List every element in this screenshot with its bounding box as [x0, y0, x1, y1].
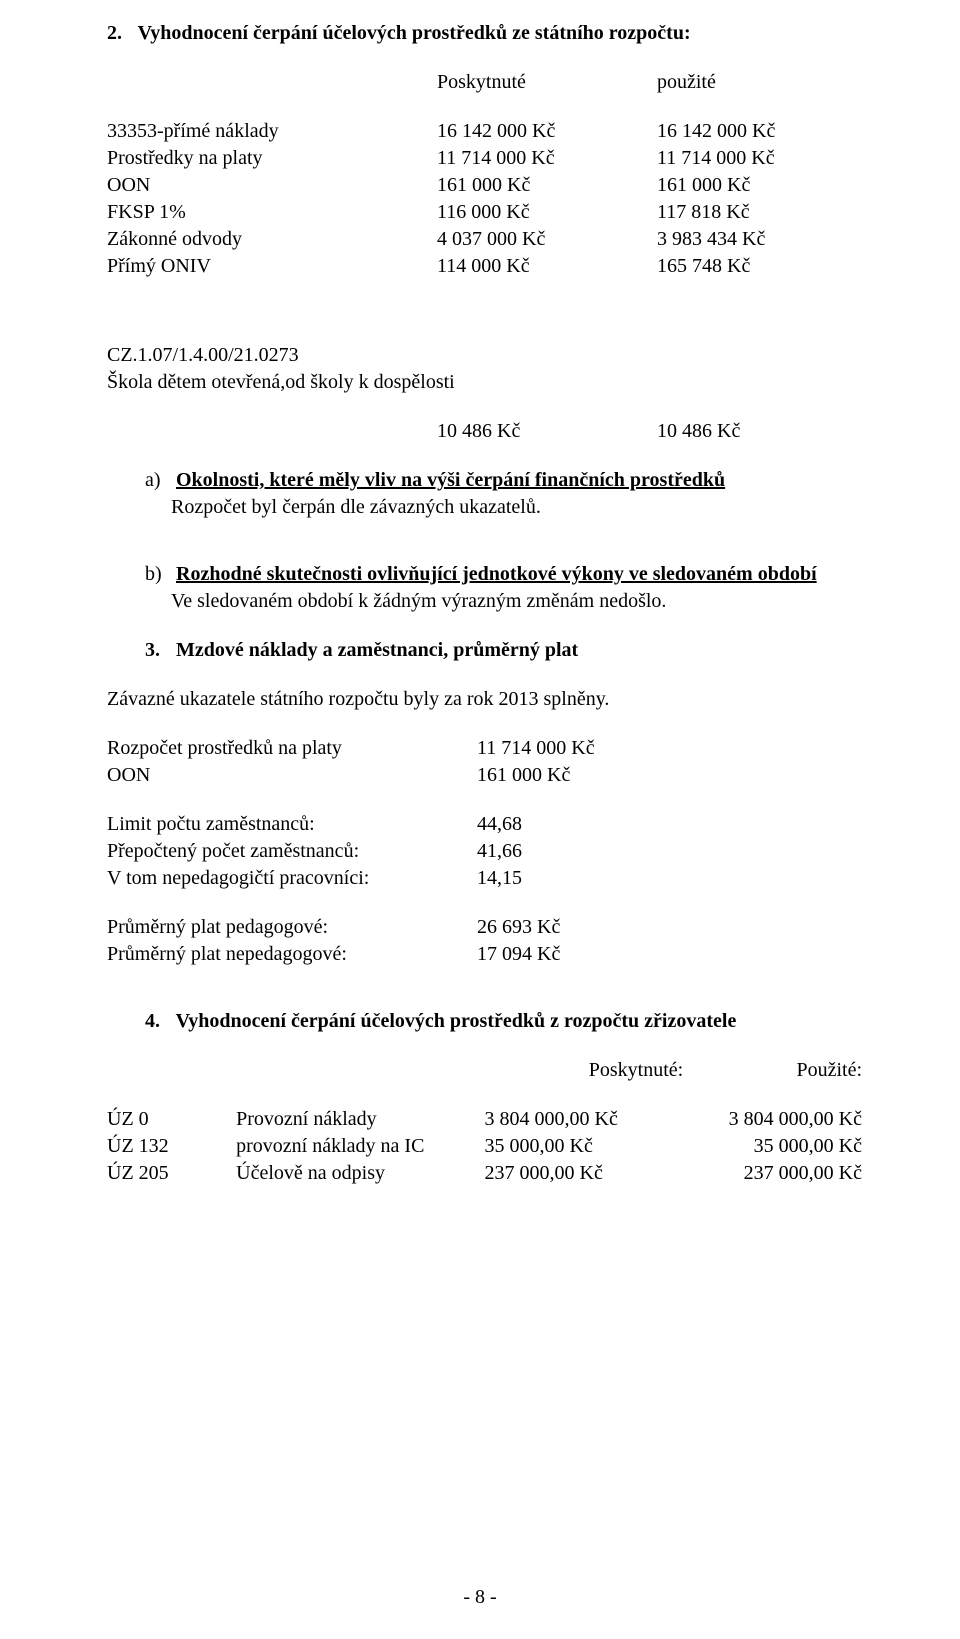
uz-provided: 237 000,00 Kč [485, 1160, 684, 1187]
row-value-a: 114 000 Kč [437, 253, 657, 280]
sub-a-text: Rozpočet byl čerpán dle závazných ukazat… [171, 494, 862, 521]
row-label: V tom nepedagogičtí pracovníci: [107, 865, 477, 892]
subsection-b: b) Rozhodné skutečnosti ovlivňující jedn… [145, 561, 862, 615]
row-label: Průměrný plat nepedagogové: [107, 941, 477, 968]
row-value-b: 117 818 Kč [657, 199, 847, 226]
row-value: 17 094 Kč [477, 941, 677, 968]
uz-provided: 35 000,00 Kč [485, 1133, 684, 1160]
table-row: ÚZ 205 Účelově na odpisy 237 000,00 Kč 2… [107, 1160, 862, 1187]
cz-title: Škola dětem otevřená,od školy k dospělos… [107, 369, 862, 396]
page-footer: - 8 - [0, 1584, 960, 1611]
row-label: FKSP 1% [107, 199, 437, 226]
cz-amount-row: 10 486 Kč 10 486 Kč [107, 418, 862, 445]
section-3-heading: 3. Mzdové náklady a zaměstnanci, průměrn… [145, 637, 862, 664]
row-value: 11 714 000 Kč [477, 735, 677, 762]
row-value-b: 3 983 434 Kč [657, 226, 847, 253]
row-value: 161 000 Kč [477, 762, 677, 789]
row-label: OON [107, 172, 437, 199]
row-label: Prostředky na platy [107, 145, 437, 172]
table-row: OON 161 000 Kč [107, 762, 862, 789]
section-4-title: Vyhodnocení čerpání účelových prostředků… [176, 1010, 737, 1032]
table-row: Průměrný plat pedagogové: 26 693 Kč [107, 914, 862, 941]
uz-desc: provozní náklady na IC [236, 1133, 484, 1160]
row-value-b: 11 714 000 Kč [657, 145, 847, 172]
row-label: Zákonné odvody [107, 226, 437, 253]
header-used: Použité: [683, 1057, 862, 1084]
table-row: ÚZ 132 provozní náklady na IC 35 000,00 … [107, 1133, 862, 1160]
sub-b-title: Rozhodné skutečnosti ovlivňující jednotk… [176, 563, 817, 585]
table-row: FKSP 1% 116 000 Kč 117 818 Kč [107, 199, 862, 226]
row-value-b: 165 748 Kč [657, 253, 847, 280]
row-value: 44,68 [477, 811, 677, 838]
cz-value-b: 10 486 Kč [657, 418, 847, 445]
row-value-a: 161 000 Kč [437, 172, 657, 199]
row-label: Limit počtu zaměstnanců: [107, 811, 477, 838]
letter-a: a) [145, 467, 171, 494]
header-used: použité [657, 69, 847, 96]
uz-used: 237 000,00 Kč [683, 1160, 862, 1187]
row-value: 41,66 [477, 838, 677, 865]
row-value: 14,15 [477, 865, 677, 892]
uz-used: 35 000,00 Kč [683, 1133, 862, 1160]
row-label: 33353-přímé náklady [107, 118, 437, 145]
row-label: Rozpočet prostředků na platy [107, 735, 477, 762]
section-4-heading: 4. Vyhodnocení čerpání účelových prostře… [145, 1008, 862, 1035]
table-row: V tom nepedagogičtí pracovníci: 14,15 [107, 865, 862, 892]
uz-code: ÚZ 0 [107, 1106, 236, 1133]
section-4-column-headers: Poskytnuté: Použité: [107, 1057, 862, 1084]
row-value-b: 16 142 000 Kč [657, 118, 847, 145]
row-value-a: 4 037 000 Kč [437, 226, 657, 253]
row-value-a: 116 000 Kč [437, 199, 657, 226]
row-label: Přepočtený počet zaměstnanců: [107, 838, 477, 865]
uz-provided: 3 804 000,00 Kč [485, 1106, 684, 1133]
table-row: Průměrný plat nepedagogové: 17 094 Kč [107, 941, 862, 968]
section-2-number: 2. [107, 20, 133, 47]
table-row: Prostředky na platy 11 714 000 Kč 11 714… [107, 145, 862, 172]
header-provided: Poskytnuté: [485, 1057, 684, 1084]
uz-desc: Provozní náklady [236, 1106, 484, 1133]
section-2-heading: 2. Vyhodnocení čerpání účelových prostře… [107, 20, 862, 47]
subsection-a: a) Okolnosti, které měly vliv na výši če… [145, 467, 862, 521]
section-3-title: Mzdové náklady a zaměstnanci, průměrný p… [176, 639, 578, 661]
document-page: 2. Vyhodnocení čerpání účelových prostře… [0, 0, 960, 1639]
row-value-a: 16 142 000 Kč [437, 118, 657, 145]
table-row: ÚZ 0 Provozní náklady 3 804 000,00 Kč 3 … [107, 1106, 862, 1133]
row-value-b: 161 000 Kč [657, 172, 847, 199]
letter-b: b) [145, 561, 171, 588]
cz-value-a: 10 486 Kč [437, 418, 657, 445]
row-value: 26 693 Kč [477, 914, 677, 941]
row-label: Průměrný plat pedagogové: [107, 914, 477, 941]
header-provided: Poskytnuté [437, 69, 657, 96]
table-row: Limit počtu zaměstnanců: 44,68 [107, 811, 862, 838]
table-row: Rozpočet prostředků na platy 11 714 000 … [107, 735, 862, 762]
uz-code: ÚZ 132 [107, 1133, 236, 1160]
cz-code: CZ.1.07/1.4.00/21.0273 [107, 342, 862, 369]
section-4-number: 4. [145, 1008, 171, 1035]
table-row: Přímý ONIV 114 000 Kč 165 748 Kč [107, 253, 862, 280]
uz-code: ÚZ 205 [107, 1160, 236, 1187]
section-2-title: Vyhodnocení čerpání účelových prostředků… [138, 22, 691, 44]
row-value-a: 11 714 000 Kč [437, 145, 657, 172]
table-row: Zákonné odvody 4 037 000 Kč 3 983 434 Kč [107, 226, 862, 253]
table-row: 33353-přímé náklady 16 142 000 Kč 16 142… [107, 118, 862, 145]
uz-desc: Účelově na odpisy [236, 1160, 484, 1187]
row-label: Přímý ONIV [107, 253, 437, 280]
section-3-number: 3. [145, 637, 171, 664]
section-2-column-headers: Poskytnuté použité [107, 69, 862, 96]
row-label: OON [107, 762, 477, 789]
uz-used: 3 804 000,00 Kč [683, 1106, 862, 1133]
sub-b-text: Ve sledovaném období k žádným výrazným z… [171, 588, 862, 615]
table-row: Přepočtený počet zaměstnanců: 41,66 [107, 838, 862, 865]
table-row: OON 161 000 Kč 161 000 Kč [107, 172, 862, 199]
sub-a-title: Okolnosti, které měly vliv na výši čerpá… [176, 469, 725, 491]
section-3-intro: Závazné ukazatele státního rozpočtu byly… [107, 686, 862, 713]
